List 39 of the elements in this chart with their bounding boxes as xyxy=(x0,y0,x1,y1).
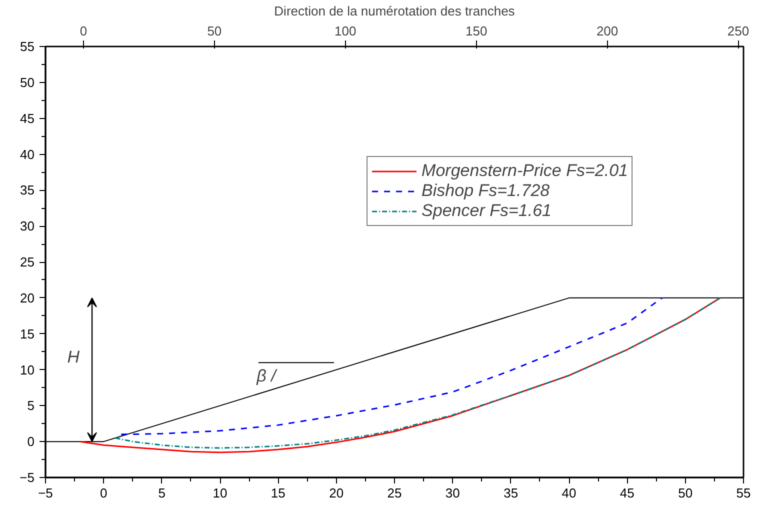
x-tick-label: 15 xyxy=(270,486,286,500)
x2-tick-label: 50 xyxy=(207,24,222,38)
x-tick-label: 10 xyxy=(212,486,228,500)
x-tick-label: 55 xyxy=(736,486,751,500)
x-tick-label: 5 xyxy=(158,486,166,500)
y-tick-label: 30 xyxy=(20,218,35,234)
x2-tick-label: 100 xyxy=(334,24,356,38)
x-tick-label: 35 xyxy=(504,486,518,500)
x-tick-label: 0 xyxy=(100,486,108,500)
x-tick-label: 45 xyxy=(620,486,634,500)
x-tick-label: 50 xyxy=(678,486,693,500)
line-series xyxy=(120,297,663,436)
x2-tick-label: 0 xyxy=(80,24,88,38)
annotation: β / xyxy=(256,366,278,386)
y-tick-label: 10 xyxy=(20,362,35,378)
legend-label: Spencer Fs=1.61 xyxy=(422,201,552,221)
legend-label: Bishop Fs=1.728 xyxy=(422,181,550,201)
y-tick-label: 35 xyxy=(20,182,35,198)
x-tick-label: 40 xyxy=(562,486,576,500)
y-tick-label: 0 xyxy=(27,434,35,450)
x2-tick-label: 200 xyxy=(596,24,618,38)
y-tick-label: 50 xyxy=(20,74,35,90)
y-tick-label: 20 xyxy=(20,290,35,306)
x-tick-label: 20 xyxy=(329,486,344,500)
x-tick-label: 25 xyxy=(387,486,402,500)
x2-tick-label: 250 xyxy=(727,24,750,38)
y-tick-label: 55 xyxy=(20,39,35,54)
y-tick-label: 40 xyxy=(20,146,35,162)
x-tick-label: 30 xyxy=(445,486,460,500)
y-tick-label: −5 xyxy=(20,470,35,485)
x2-tick-label: 150 xyxy=(466,24,488,38)
annotation: H xyxy=(67,347,80,366)
y-tick-label: 45 xyxy=(20,110,35,126)
legend-label: Morgenstern-Price Fs=2.01 xyxy=(422,161,628,181)
y-tick-label: 5 xyxy=(27,398,35,414)
y-tick-label: 25 xyxy=(20,254,35,270)
x-tick-label: −5 xyxy=(38,486,53,500)
y-tick-label: 15 xyxy=(20,326,35,342)
x2-axis-title: Direction de la numérotation des tranches xyxy=(274,4,516,18)
